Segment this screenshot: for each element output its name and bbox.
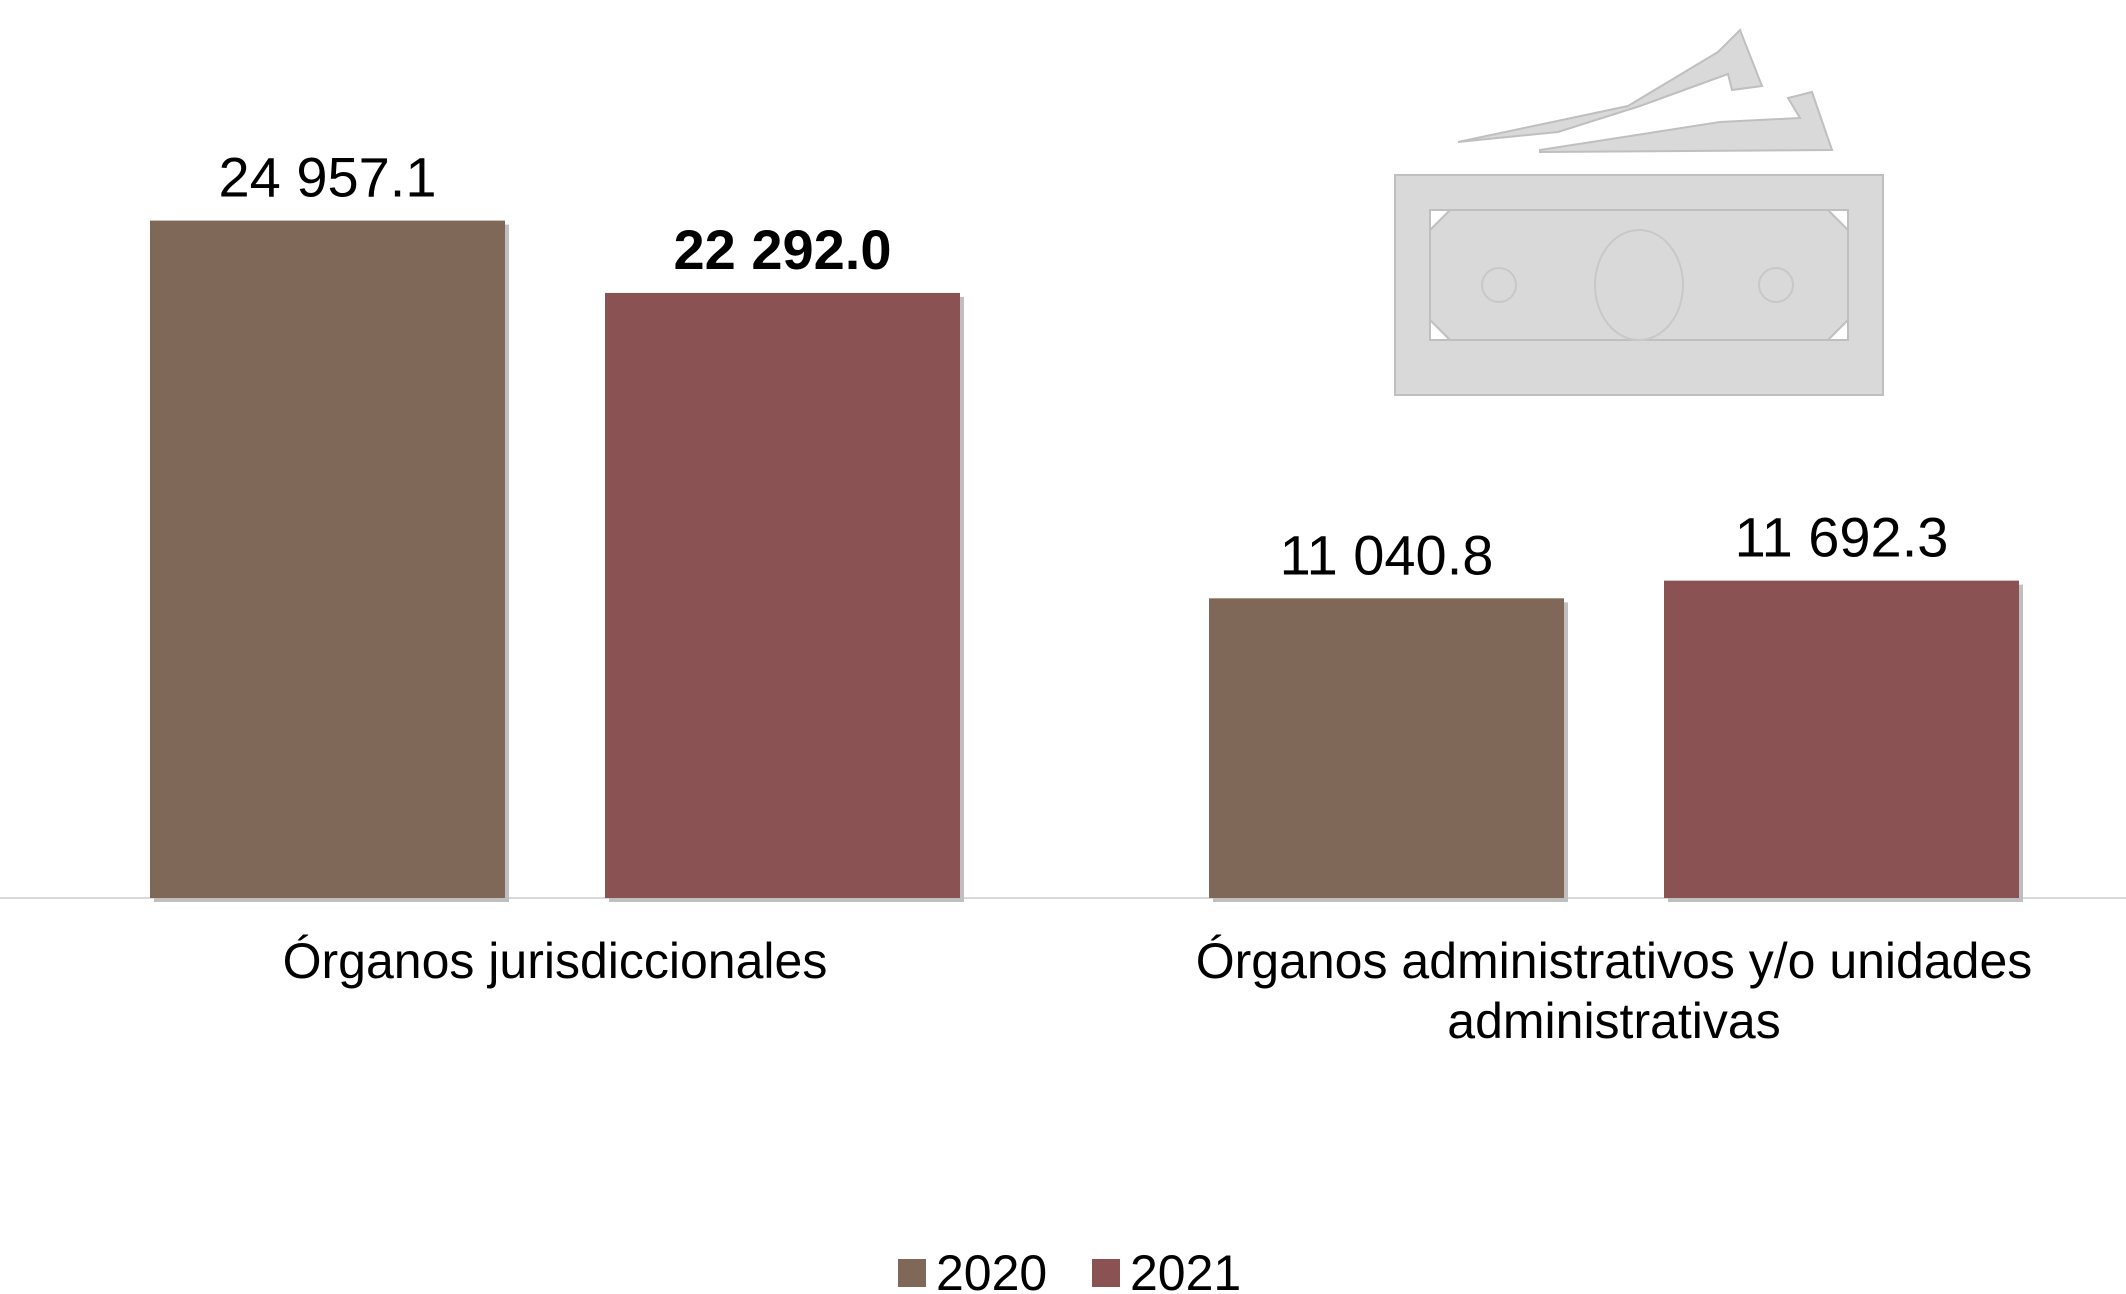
bar-2020-0 xyxy=(150,220,505,898)
value-label: 22 292.0 xyxy=(674,218,892,281)
legend-swatch-2020 xyxy=(898,1259,926,1287)
category-label: Órganos jurisdiccionales xyxy=(283,933,828,989)
category-label: Órganos administrativos y/o unidades xyxy=(1196,933,2033,989)
category-label: administrativas xyxy=(1447,993,1780,1049)
value-label: 11 040.8 xyxy=(1280,523,1494,586)
bar-2021-0 xyxy=(605,292,960,899)
value-label: 24 957.1 xyxy=(219,146,437,209)
legend-label-2021: 2021 xyxy=(1130,1245,1241,1294)
legend-swatch-2021 xyxy=(1092,1259,1120,1287)
legend-label-2020: 2020 xyxy=(936,1245,1047,1294)
value-label: 11 692.3 xyxy=(1735,506,1949,569)
bar-2021-1 xyxy=(1664,580,2019,898)
bar-2020-1 xyxy=(1209,598,1564,898)
banknote-icon xyxy=(1394,28,1884,396)
